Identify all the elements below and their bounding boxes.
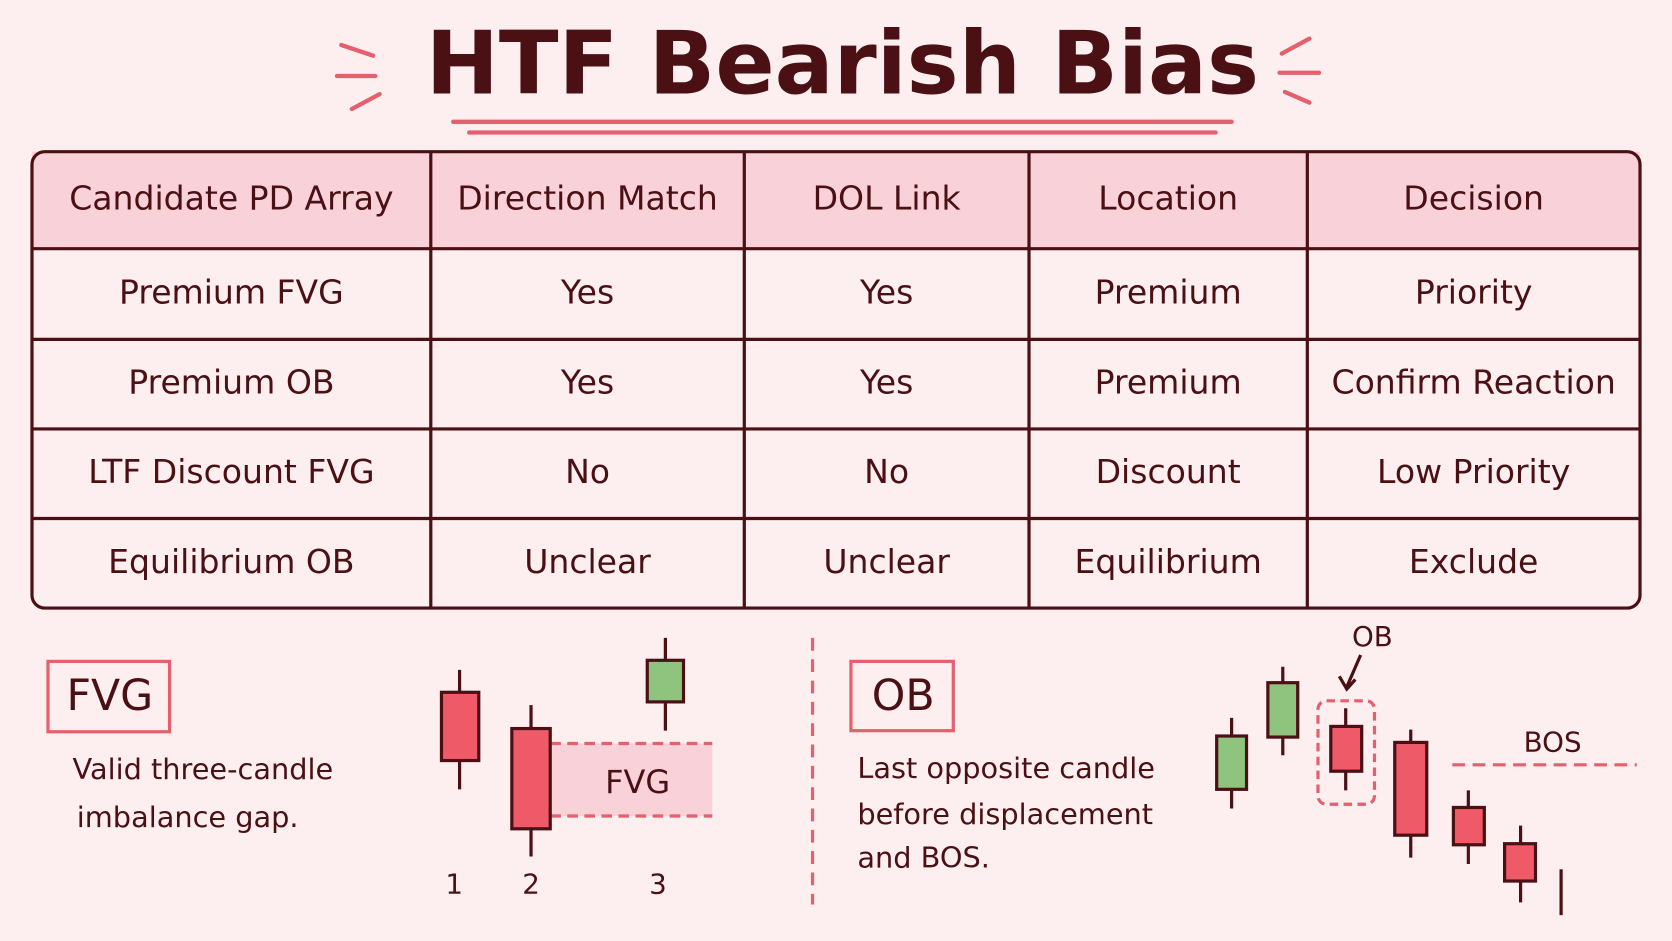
candle-label: 1 bbox=[445, 867, 463, 900]
table-cell: Yes bbox=[560, 273, 614, 312]
ob-label-box bbox=[849, 659, 955, 733]
header-cell: Direction Match bbox=[457, 179, 718, 218]
table-cell: Priority bbox=[1415, 273, 1533, 312]
table-cell: Premium OB bbox=[128, 363, 334, 402]
title-decoration bbox=[334, 36, 1322, 135]
table-cell: Equilibrium OB bbox=[108, 542, 354, 581]
ob-label: OB bbox=[872, 671, 935, 721]
table-cell: Exclude bbox=[1409, 542, 1538, 581]
ob-description: before displacement bbox=[857, 797, 1153, 831]
table-cell: Yes bbox=[859, 273, 913, 312]
table-cell: No bbox=[864, 452, 909, 491]
header-cell: Candidate PD Array bbox=[69, 179, 393, 218]
fvg-gap bbox=[550, 743, 713, 816]
fvg-label-box bbox=[46, 659, 172, 734]
table-cell: Premium FVG bbox=[119, 273, 344, 312]
table-cell: Premium bbox=[1095, 363, 1242, 402]
ob-description: Last opposite candle bbox=[857, 751, 1155, 785]
ob-candles bbox=[1215, 654, 1637, 916]
fvg-label: FVG bbox=[66, 671, 153, 721]
table-cell: No bbox=[565, 452, 610, 491]
table-cell: Unclear bbox=[524, 542, 651, 581]
table-cell: Confirm Reaction bbox=[1332, 363, 1616, 402]
table-cell: Yes bbox=[560, 363, 614, 402]
candle-label: 2 bbox=[522, 867, 540, 900]
fvg-candles bbox=[439, 637, 686, 857]
ob-marker-label: OB bbox=[1352, 620, 1393, 653]
fvg-description: imbalance gap. bbox=[77, 800, 299, 834]
gap-label: FVG bbox=[605, 763, 670, 801]
header-cell: DOL Link bbox=[813, 179, 962, 218]
ob-description: and BOS. bbox=[857, 841, 990, 875]
table-cell: Low Priority bbox=[1377, 452, 1570, 491]
table-border bbox=[30, 150, 1642, 610]
table-cell: Yes bbox=[859, 363, 913, 402]
table-cell: Unclear bbox=[823, 542, 950, 581]
table-cell: LTF Discount FVG bbox=[88, 452, 374, 491]
bos-label: BOS bbox=[1524, 725, 1582, 758]
header-fill bbox=[31, 151, 1641, 249]
header-cell: Location bbox=[1098, 179, 1238, 218]
candle-label: 3 bbox=[649, 867, 667, 900]
table: Candidate PD Array Direction Match DOL Lin… bbox=[30, 150, 1642, 610]
title: HTF Bearish Bias bbox=[426, 12, 1259, 114]
table-cell: Discount bbox=[1096, 452, 1241, 491]
header-cell: Decision bbox=[1403, 179, 1544, 218]
fvg-description: Valid three-candle bbox=[73, 752, 334, 786]
table-cell: Equilibrium bbox=[1075, 542, 1262, 581]
table-cell: Premium bbox=[1095, 273, 1242, 312]
